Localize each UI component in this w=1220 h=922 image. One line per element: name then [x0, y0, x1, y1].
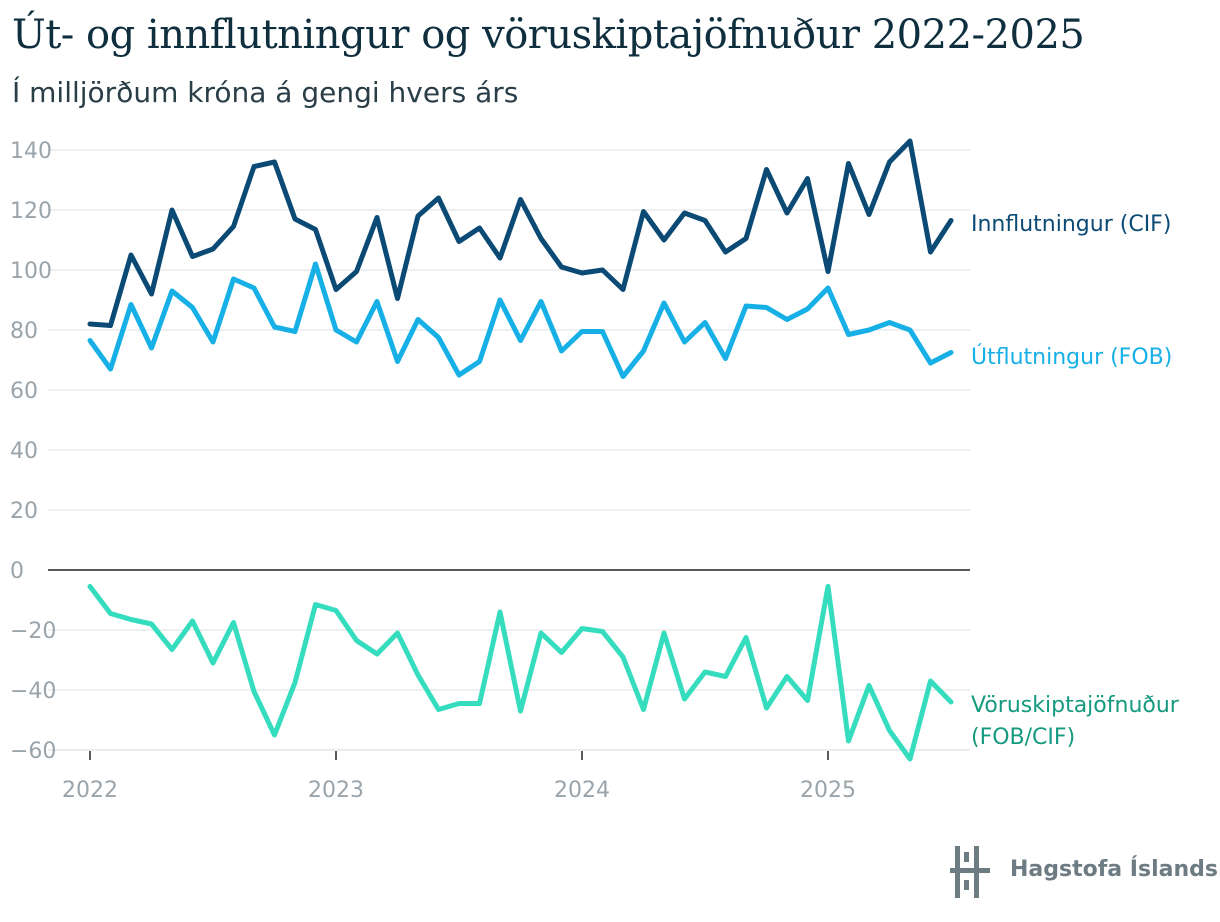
x-tick-label: 2023: [308, 778, 364, 803]
series-label: Innflutningur (CIF): [971, 212, 1171, 237]
chart-subtitle: Í milljörðum króna á gengi hvers árs: [12, 76, 519, 109]
y-tick-label: 60: [10, 379, 38, 404]
grid-lines: [48, 149, 970, 751]
y-tick-label: 120: [10, 199, 52, 224]
y-tick-label: 140: [10, 139, 52, 164]
x-tick-label: 2024: [554, 778, 610, 803]
y-tick-label: −40: [10, 679, 56, 704]
y-tick-label: 20: [10, 499, 38, 524]
y-tick-label: 0: [10, 559, 24, 584]
y-tick-label: −20: [10, 619, 56, 644]
series-label: Útflutningur (FOB): [971, 344, 1172, 370]
series-label: Vöruskiptajöfnuður: [971, 693, 1180, 718]
series-line: [87, 584, 954, 762]
series-label: (FOB/CIF): [971, 725, 1075, 750]
series-line: [87, 261, 954, 379]
series-lines: [87, 138, 954, 762]
x-tick-label: 2022: [62, 778, 118, 803]
hagstofa-logo: Hagstofa Íslands: [950, 846, 1218, 900]
x-tick-label: 2025: [800, 778, 856, 803]
chart-title: Út- og innflutningur og vöruskiptajöfnuð…: [12, 12, 1085, 58]
y-tick-label: −60: [10, 739, 56, 764]
y-tick-label: 40: [10, 439, 38, 464]
logo-text: Hagstofa Íslands: [1010, 857, 1218, 882]
hagstofa-logo-icon: [950, 846, 990, 898]
series-labels: Innflutningur (CIF) Útflutningur (FOB) Vör…: [971, 212, 1180, 750]
y-tick-label: 80: [10, 319, 38, 344]
y-tick-label: 100: [10, 259, 52, 284]
series-line: [87, 138, 954, 328]
